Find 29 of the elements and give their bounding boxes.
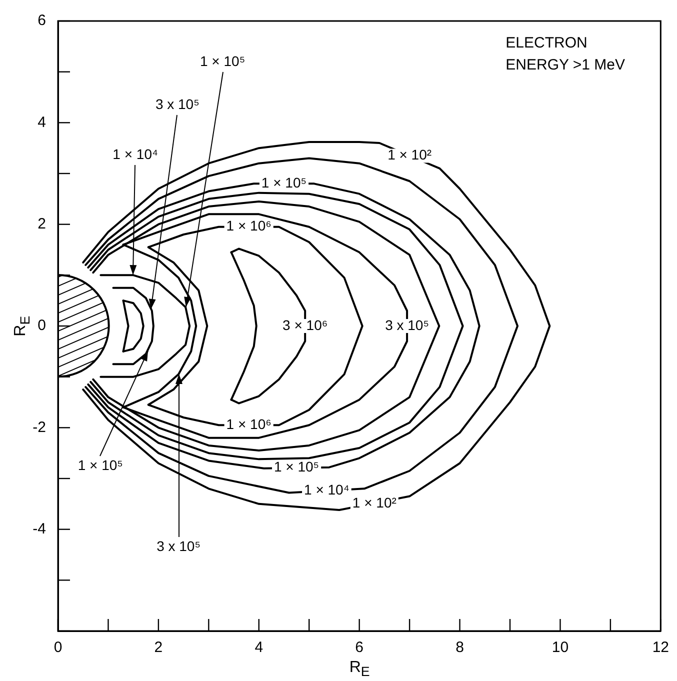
x-tick-label: 8 bbox=[456, 639, 464, 656]
annotation: 1 × 10⁵ bbox=[200, 53, 246, 70]
annotation: 1 × 10² bbox=[388, 146, 432, 163]
annotation: 3 x 10⁵ bbox=[155, 96, 200, 112]
y-tick-label: 4 bbox=[38, 114, 46, 131]
annotation: 3 × 10⁶ bbox=[282, 316, 328, 333]
annotation: 3 x 10⁵ bbox=[156, 538, 201, 554]
x-tick-label: 0 bbox=[54, 639, 62, 656]
x-axis-title: R$_{E}$ bbox=[349, 659, 370, 680]
annotation: 1 × 10⁵ bbox=[261, 174, 307, 191]
x-tick-label: 4 bbox=[254, 639, 264, 656]
y-tick-label: 2 bbox=[38, 215, 46, 232]
y-tick-label: 6 bbox=[38, 12, 46, 30]
annotation: 1 × 10⁴ bbox=[304, 482, 350, 498]
y-tick-label: 0 bbox=[38, 317, 46, 334]
annotation: 1 × 10⁵ bbox=[274, 458, 320, 475]
y-tick-label: -2 bbox=[32, 418, 46, 436]
y-tick-label: -4 bbox=[32, 520, 46, 538]
annotation: 1 × 10⁶ bbox=[226, 218, 272, 234]
x-tick-label: 10 bbox=[552, 639, 569, 656]
annotation: 1 × 10⁴ bbox=[112, 146, 158, 162]
x-tick-label: 6 bbox=[355, 639, 364, 656]
annotation: 1 × 10⁵ bbox=[78, 456, 123, 473]
x-tick-label: 12 bbox=[652, 639, 669, 656]
annotation: 3 x 10⁵ bbox=[385, 316, 430, 333]
annotation: 1 × 10⁶ bbox=[226, 416, 272, 432]
annotation: 1 × 10² bbox=[352, 494, 397, 510]
text: ELECTRON ENERGY >1 MeV bbox=[506, 34, 626, 74]
x-tick-label: 2 bbox=[154, 639, 163, 656]
